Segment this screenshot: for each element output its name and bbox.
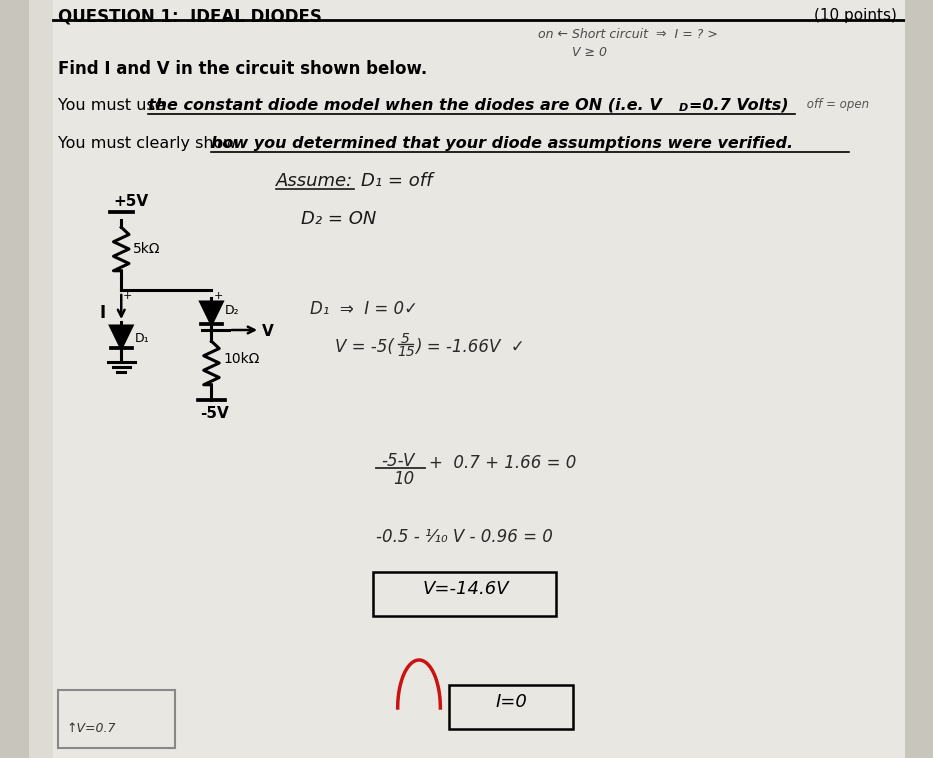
Text: I: I	[100, 304, 106, 322]
Polygon shape	[111, 326, 132, 348]
Text: off = open: off = open	[803, 98, 870, 111]
Text: Find I and V in the circuit shown below.: Find I and V in the circuit shown below.	[58, 60, 427, 78]
Text: -5-V: -5-V	[382, 452, 414, 470]
Text: V: V	[262, 324, 273, 339]
Bar	[449, 685, 573, 729]
Text: -5V: -5V	[200, 406, 229, 421]
Text: (10 points): (10 points)	[815, 8, 898, 23]
Text: 5: 5	[400, 332, 410, 346]
Text: V=-14.6V: V=-14.6V	[423, 580, 508, 598]
Bar	[58, 690, 174, 748]
Text: 10kΩ: 10kΩ	[223, 352, 259, 366]
Text: +5V: +5V	[114, 194, 148, 209]
Text: 10: 10	[393, 470, 414, 488]
Text: ) = -1.66V  ✓: ) = -1.66V ✓	[415, 338, 525, 356]
Text: D₁ = off: D₁ = off	[361, 172, 432, 190]
Text: You must use: You must use	[58, 98, 170, 113]
Text: the constant diode model when the diodes are ON (i.e. V: the constant diode model when the diodes…	[148, 98, 662, 113]
Text: I=0: I=0	[495, 693, 527, 711]
Text: 5kΩ: 5kΩ	[132, 242, 160, 256]
Text: V ≥ 0: V ≥ 0	[572, 46, 607, 59]
Text: on ← Short circuit  ⇒  I = ? >: on ← Short circuit ⇒ I = ? >	[538, 28, 718, 41]
Text: 15: 15	[397, 345, 415, 359]
Text: -0.5 - ¹⁄₁₀ V - 0.96 = 0: -0.5 - ¹⁄₁₀ V - 0.96 = 0	[376, 528, 553, 546]
Text: ↑V=0.7: ↑V=0.7	[66, 722, 116, 735]
Text: +: +	[214, 291, 223, 301]
Text: D₁  ⇒  I = 0✓: D₁ ⇒ I = 0✓	[311, 300, 418, 318]
Text: =0.7 Volts): =0.7 Volts)	[689, 98, 788, 113]
Text: D₁: D₁	[135, 332, 149, 345]
Text: D₂ = ON: D₂ = ON	[300, 210, 376, 228]
Text: how you determined that your diode assumptions were verified.: how you determined that your diode assum…	[212, 136, 794, 151]
Polygon shape	[201, 302, 222, 324]
Text: +  0.7 + 1.66 = 0: + 0.7 + 1.66 = 0	[429, 454, 576, 472]
Bar	[373, 572, 556, 616]
Text: You must clearly show: You must clearly show	[58, 136, 242, 151]
Text: +: +	[123, 291, 132, 301]
Text: V = -5(: V = -5(	[335, 338, 394, 356]
Text: D: D	[679, 103, 689, 113]
Text: Assume:: Assume:	[276, 172, 354, 190]
Text: D₂: D₂	[225, 304, 240, 317]
Text: QUESTION 1:  IDEAL DIODES: QUESTION 1: IDEAL DIODES	[58, 8, 322, 26]
